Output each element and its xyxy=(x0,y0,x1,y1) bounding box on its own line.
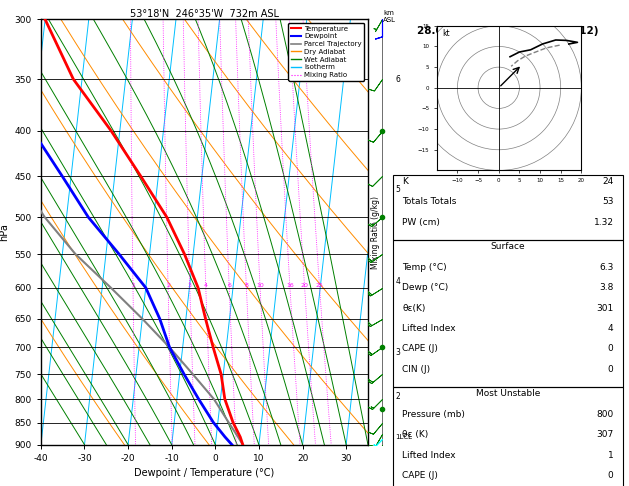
Text: Mixing Ratio (g/kg): Mixing Ratio (g/kg) xyxy=(370,195,379,269)
Text: 25: 25 xyxy=(316,283,323,288)
Text: 16: 16 xyxy=(286,283,294,288)
Bar xyxy=(393,387,623,486)
Text: Lifted Index: Lifted Index xyxy=(403,451,456,460)
Text: 24: 24 xyxy=(603,177,613,186)
Text: 3.8: 3.8 xyxy=(599,283,613,292)
Text: 1.32: 1.32 xyxy=(594,218,613,226)
Text: Pressure (mb): Pressure (mb) xyxy=(403,410,465,419)
Bar xyxy=(393,240,623,387)
Text: 1: 1 xyxy=(608,451,613,460)
Text: km
ASL: km ASL xyxy=(382,10,396,23)
Text: Most Unstable: Most Unstable xyxy=(476,389,540,399)
Text: 6.3: 6.3 xyxy=(599,262,613,272)
Text: 800: 800 xyxy=(596,410,613,419)
Text: Totals Totals: Totals Totals xyxy=(403,197,457,206)
Text: 20: 20 xyxy=(301,283,309,288)
Text: 0: 0 xyxy=(608,344,613,353)
Text: CIN (J): CIN (J) xyxy=(403,364,430,374)
Legend: Temperature, Dewpoint, Parcel Trajectory, Dry Adiabat, Wet Adiabat, Isotherm, Mi: Temperature, Dewpoint, Parcel Trajectory… xyxy=(288,23,364,81)
Text: 3: 3 xyxy=(188,283,192,288)
Text: K: K xyxy=(403,177,408,186)
Text: 53: 53 xyxy=(602,197,613,206)
Text: 301: 301 xyxy=(596,303,613,312)
Text: θε(K): θε(K) xyxy=(403,303,426,312)
Text: 4: 4 xyxy=(204,283,208,288)
Text: CAPE (J): CAPE (J) xyxy=(403,471,438,480)
Text: 6: 6 xyxy=(396,75,401,84)
Text: 6: 6 xyxy=(227,283,231,288)
Y-axis label: hPa: hPa xyxy=(0,223,9,241)
Text: 0: 0 xyxy=(608,471,613,480)
Text: 2: 2 xyxy=(396,392,401,401)
Title: 53°18'N  246°35'W  732m ASL: 53°18'N 246°35'W 732m ASL xyxy=(130,9,279,18)
X-axis label: Dewpoint / Temperature (°C): Dewpoint / Temperature (°C) xyxy=(135,469,274,478)
Text: θε (K): θε (K) xyxy=(403,430,428,439)
Text: 2: 2 xyxy=(166,283,170,288)
Text: 5: 5 xyxy=(396,185,401,193)
Text: 4: 4 xyxy=(608,324,613,333)
Text: Temp (°C): Temp (°C) xyxy=(403,262,447,272)
Text: 307: 307 xyxy=(596,430,613,439)
Text: 28.04.2024  15GMT  (Base: 12): 28.04.2024 15GMT (Base: 12) xyxy=(417,26,599,36)
Text: 0: 0 xyxy=(608,364,613,374)
Text: 1LCL: 1LCL xyxy=(396,434,413,440)
Text: 1: 1 xyxy=(131,283,135,288)
Text: CAPE (J): CAPE (J) xyxy=(403,344,438,353)
Text: 4: 4 xyxy=(396,277,401,286)
Text: PW (cm): PW (cm) xyxy=(403,218,440,226)
Bar xyxy=(393,174,623,240)
Text: 10: 10 xyxy=(256,283,264,288)
Text: Lifted Index: Lifted Index xyxy=(403,324,456,333)
Text: Surface: Surface xyxy=(491,243,525,251)
Text: 8: 8 xyxy=(245,283,248,288)
Text: Dewp (°C): Dewp (°C) xyxy=(403,283,448,292)
Text: 3: 3 xyxy=(396,348,401,357)
